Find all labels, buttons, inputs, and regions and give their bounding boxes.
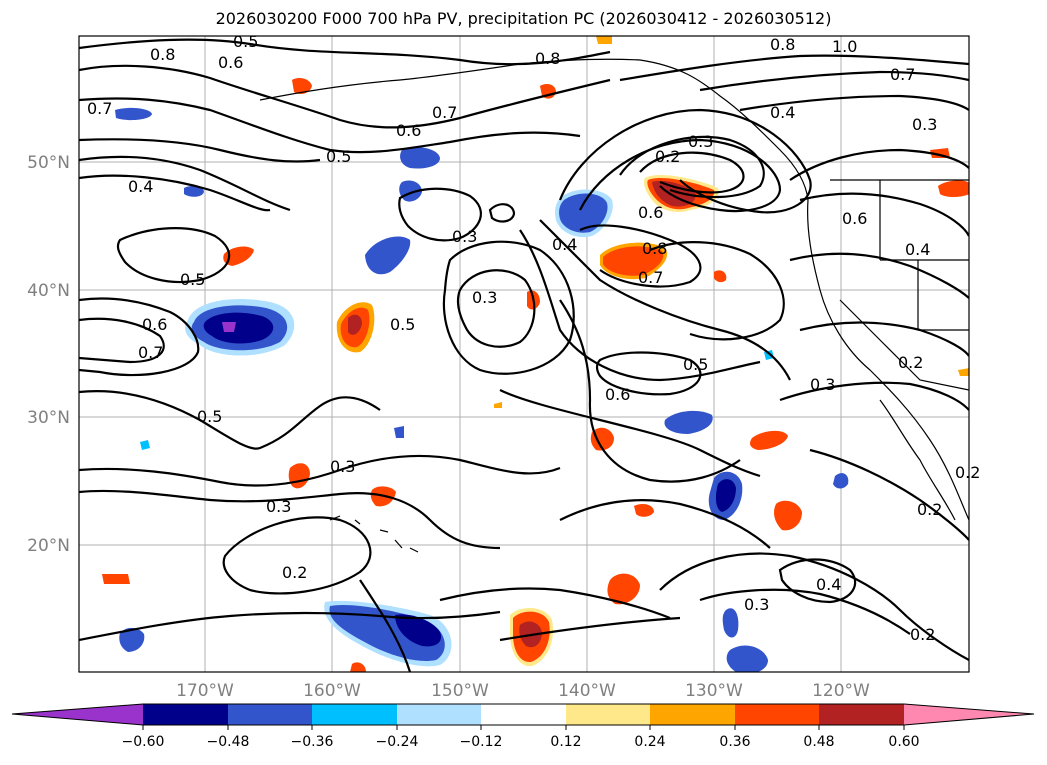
contour-label: 0.6 xyxy=(218,53,243,72)
contour-label: 0.5 xyxy=(197,407,222,426)
colorbar-tick-label: 0.48 xyxy=(803,734,834,750)
lon-label: 170°W xyxy=(176,681,234,701)
colorbar-cell xyxy=(143,704,228,725)
contour-label: 0.3 xyxy=(744,595,769,614)
coastlines xyxy=(259,58,969,553)
contour-label: 0.5 xyxy=(390,315,415,334)
contour-label: 0.2 xyxy=(910,625,935,644)
contour-label: 0.6 xyxy=(396,121,421,140)
colorbar-tick-label: 0.60 xyxy=(888,734,919,750)
contour-label: 0.4 xyxy=(816,575,841,594)
contour-label: 0.4 xyxy=(770,103,795,122)
colorbar-cell xyxy=(735,704,819,725)
map-area xyxy=(79,36,969,672)
map-border xyxy=(78,35,970,673)
colorbar-tick-label: 0.12 xyxy=(550,734,581,750)
lat-label: 20°N xyxy=(27,536,70,556)
colorbar-low-extension xyxy=(12,704,143,725)
latitude-labels: 50°N 40°N 30°N 20°N xyxy=(27,153,70,556)
colorbar-cell xyxy=(650,704,735,725)
colorbar-tick-label: −0.48 xyxy=(207,734,250,750)
contour-label: 0.3 xyxy=(452,227,477,246)
colorbar: −0.60 −0.48 −0.36 −0.24 −0.12 0.12 0.24 … xyxy=(11,703,1035,750)
colorbar-cell xyxy=(566,704,650,725)
contour-label: 0.5 xyxy=(326,147,351,166)
contour-label: 0.7 xyxy=(87,99,112,118)
contour-label: 0.7 xyxy=(138,343,163,362)
colorbar-tick-label: 0.36 xyxy=(719,734,750,750)
contour-label: 0.2 xyxy=(655,147,680,166)
contour-label: 0.4 xyxy=(128,177,153,196)
contour-label: 0.7 xyxy=(432,103,457,122)
lat-label: 40°N xyxy=(27,281,70,301)
contour-label: 0.3 xyxy=(330,457,355,476)
contour-label: 0.6 xyxy=(605,385,630,404)
colorbar-tick-label: 0.24 xyxy=(634,734,665,750)
lon-label: 120°W xyxy=(812,681,870,701)
contour-label: 0.6 xyxy=(142,315,167,334)
graticule xyxy=(79,36,969,672)
contour-label: 0.7 xyxy=(638,268,663,287)
colorbar-cells xyxy=(12,704,1034,725)
lat-label: 50°N xyxy=(27,153,70,173)
contour-label: 0.4 xyxy=(905,240,930,259)
chart-title: 2026030200 F000 700 hPa PV, precipitatio… xyxy=(215,9,832,28)
precip-negative-regions xyxy=(115,107,849,672)
colorbar-cell xyxy=(481,704,566,725)
contour-label: 0.5 xyxy=(683,355,708,374)
colorbar-cell xyxy=(397,704,481,725)
contour-label: 0.2 xyxy=(917,500,942,519)
precip-positive-regions xyxy=(102,36,969,672)
lon-label: 150°W xyxy=(431,681,489,701)
lat-label: 30°N xyxy=(27,408,70,428)
lon-label: 130°W xyxy=(685,681,743,701)
colorbar-tick-label: −0.24 xyxy=(376,734,419,750)
contour-label: 0.6 xyxy=(842,209,867,228)
contour-label: 0.3 xyxy=(912,115,937,134)
contour-label: 0.3 xyxy=(810,375,835,394)
contour-label: 0.8 xyxy=(150,45,175,64)
contour-label: 0.7 xyxy=(890,65,915,84)
contour-label: 0.3 xyxy=(688,132,713,151)
pv-contours xyxy=(79,38,969,672)
colorbar-tick-label: −0.36 xyxy=(291,734,334,750)
colorbar-cell xyxy=(228,704,312,725)
colorbar-ticks xyxy=(142,725,905,730)
colorbar-cell xyxy=(312,704,397,725)
contour-labels: 0.5 0.8 0.6 0.7 0.4 0.5 0.6 0.7 0.8 0.8 … xyxy=(87,32,980,644)
contour-label: 0.5 xyxy=(233,32,258,51)
contour-label: 0.8 xyxy=(770,35,795,54)
precip-shading xyxy=(102,36,969,672)
contour-label: 0.3 xyxy=(266,497,291,516)
contour-label: 0.2 xyxy=(282,563,307,582)
contour-label: 0.4 xyxy=(552,235,577,254)
colorbar-tick-labels: −0.60 −0.48 −0.36 −0.24 −0.12 0.12 0.24 … xyxy=(122,734,920,750)
colorbar-tick-label: −0.60 xyxy=(122,734,165,750)
contour-label: 0.3 xyxy=(472,288,497,307)
lon-label: 140°W xyxy=(558,681,616,701)
contour-label: 0.6 xyxy=(638,203,663,222)
colorbar-tick-label: −0.12 xyxy=(460,734,503,750)
contour-label: 0.8 xyxy=(642,239,667,258)
contour-label: 0.8 xyxy=(535,49,560,68)
contour-label: 0.2 xyxy=(955,463,980,482)
lon-label: 160°W xyxy=(303,681,361,701)
colorbar-cell xyxy=(819,704,904,725)
contour-label: 0.2 xyxy=(898,353,923,372)
contour-label: 1.0 xyxy=(832,37,857,56)
colorbar-high-extension xyxy=(904,704,1034,725)
contour-label: 0.5 xyxy=(180,270,205,289)
longitude-labels: 170°W 160°W 150°W 140°W 130°W 120°W xyxy=(176,681,870,701)
